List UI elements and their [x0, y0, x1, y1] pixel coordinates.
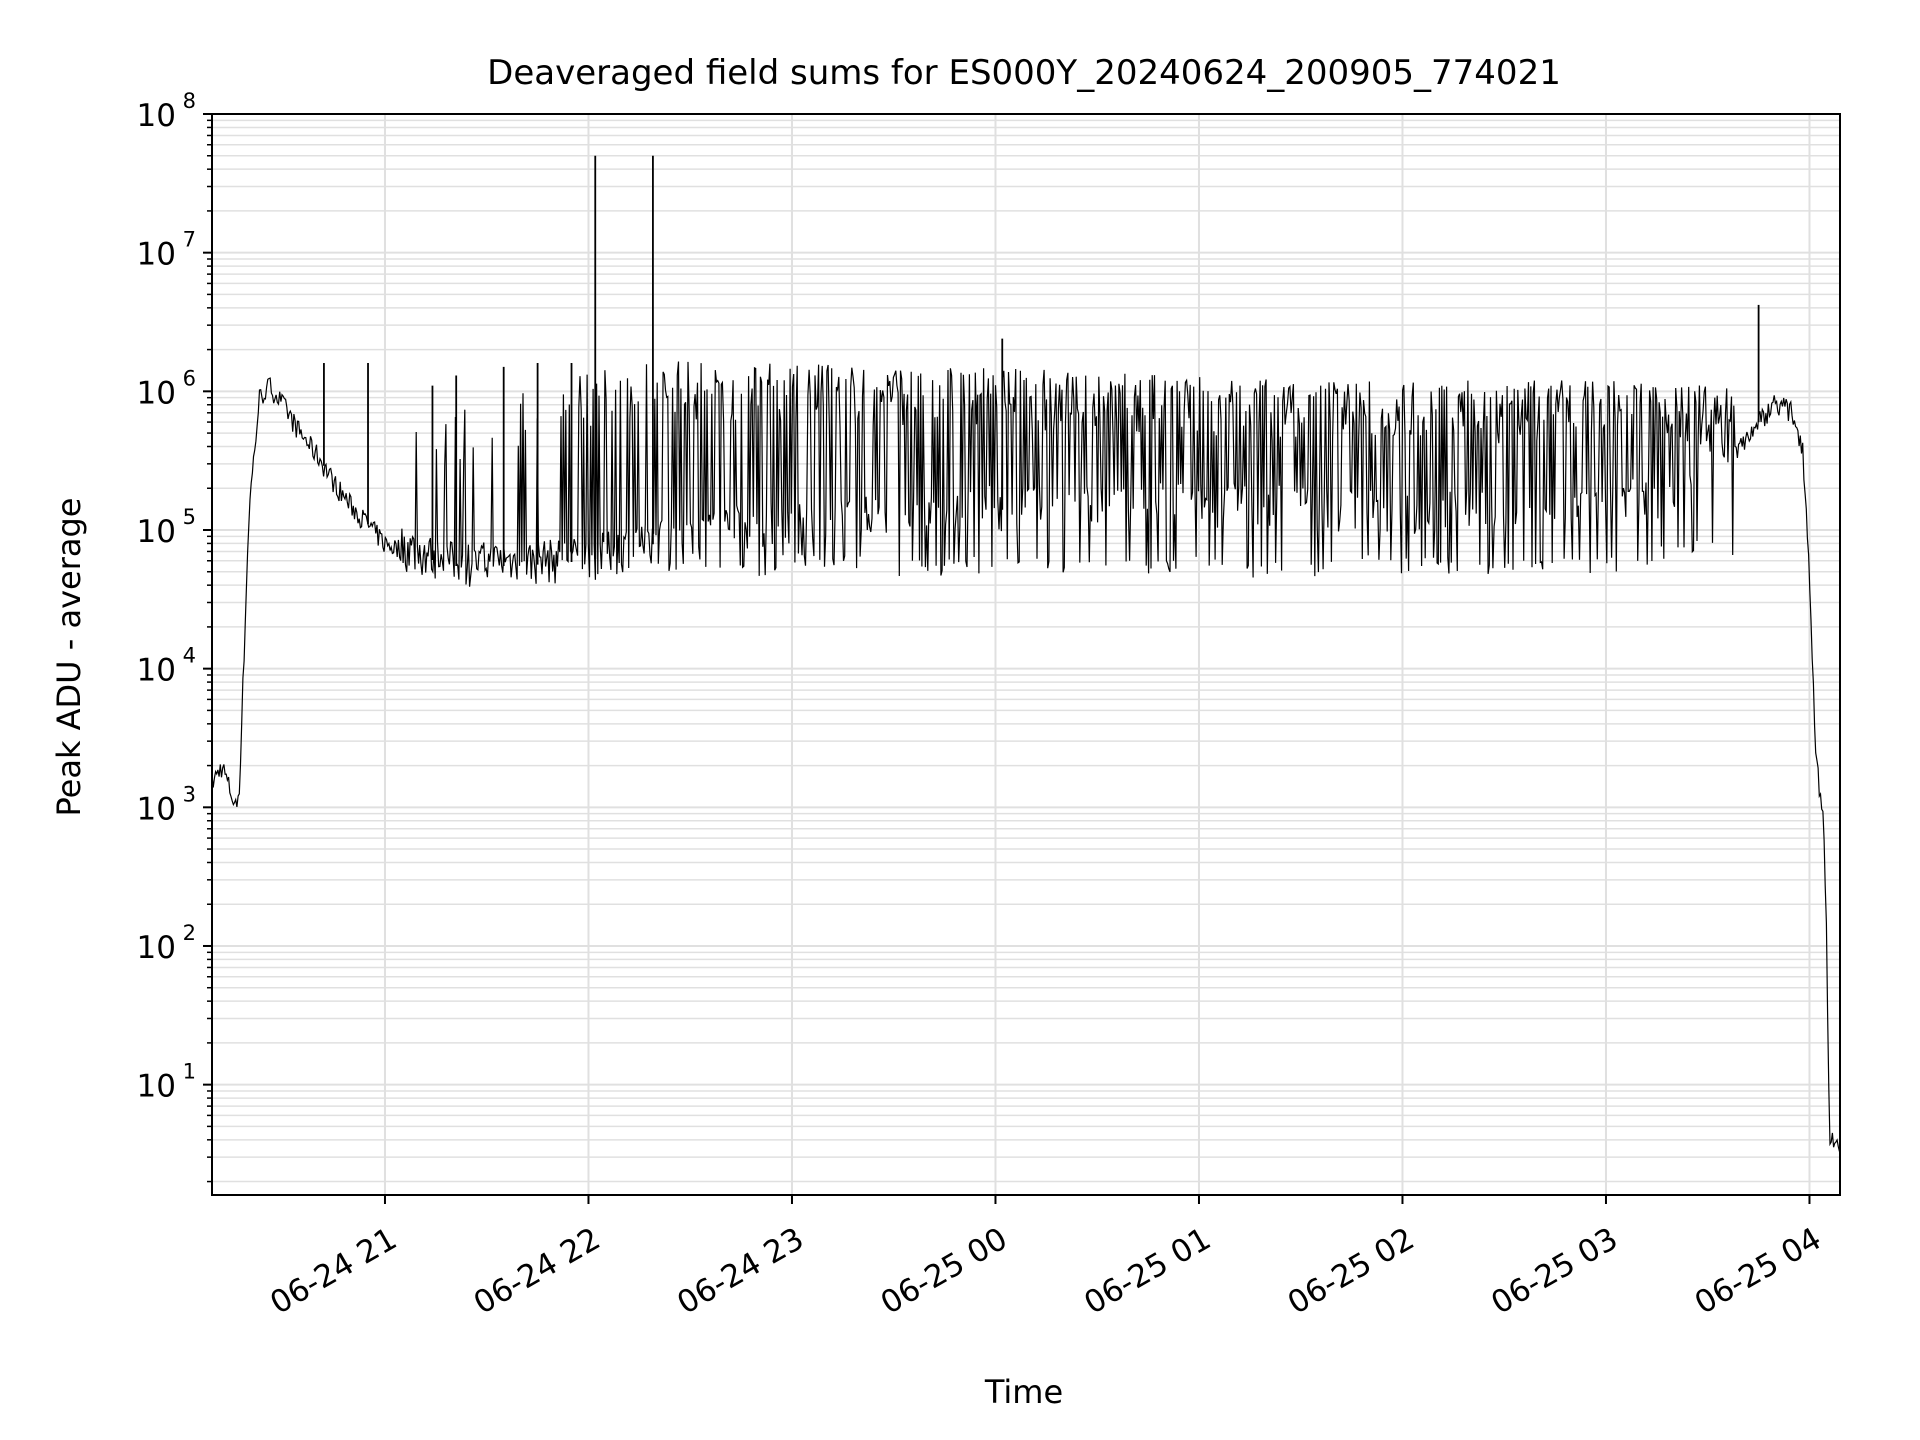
y-tick-exponent: 8: [183, 89, 196, 113]
data-series: [211, 155, 1841, 1152]
y-tick-exponent: 2: [183, 921, 196, 945]
y-axis-label: Peak ADU - average: [50, 498, 88, 817]
y-tick-exponent: 3: [183, 782, 196, 806]
y-tick-exponent: 4: [183, 644, 196, 668]
y-tick-exponent: 5: [183, 505, 196, 529]
y-tick-exponent: 6: [183, 366, 196, 390]
plot-frame: [211, 113, 1841, 1196]
y-tick-label: 10: [137, 375, 176, 411]
y-tick-exponent: 1: [183, 1060, 196, 1084]
y-tick-label: 10: [137, 930, 176, 966]
grid: [212, 113, 1840, 1195]
y-tick-label: 10: [137, 237, 176, 273]
y-tick-label: 10: [137, 791, 176, 827]
series-line: [211, 361, 1841, 1152]
y-tick-label: 10: [137, 98, 176, 134]
x-axis-label: Time: [984, 1373, 1063, 1411]
y-tick-label: 10: [137, 653, 176, 689]
y-tick-exponent: 7: [183, 228, 196, 252]
chart-title: Deaveraged field sums for ES000Y_2024062…: [487, 53, 1561, 93]
y-tick-label: 10: [137, 1069, 176, 1105]
y-tick-label: 10: [137, 514, 176, 550]
